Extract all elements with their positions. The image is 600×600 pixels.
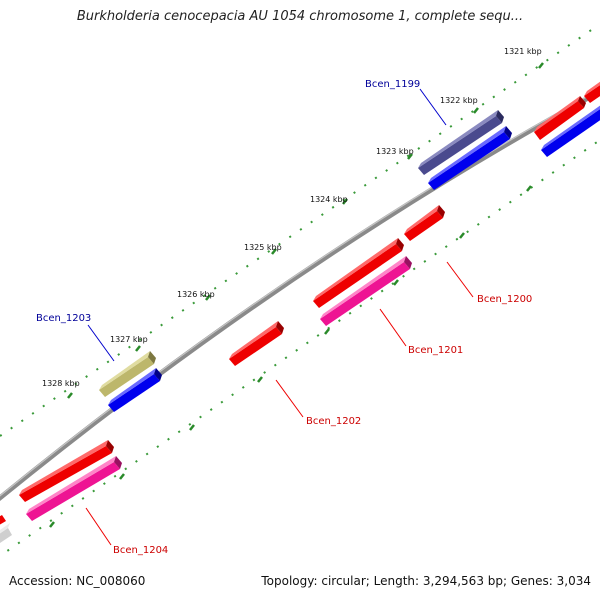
major-tick: [67, 392, 73, 399]
leader-line-bcen-1201: [379, 308, 407, 347]
gene-feature-red[interactable]: [584, 76, 600, 103]
scale-label-1326: 1326 kbp: [177, 290, 215, 299]
leader-line-bcen-1202: [275, 379, 304, 418]
gene-feature-blue[interactable]: [428, 126, 512, 190]
major-tick: [473, 107, 479, 114]
accession-text: Accession: NC_008060: [9, 574, 146, 588]
major-tick: [119, 473, 125, 480]
major-tick: [49, 521, 55, 528]
major-tick: [538, 62, 544, 69]
gene-feature-bcen-1202[interactable]: [229, 321, 284, 366]
scale-label-1325: 1325 kbp: [244, 243, 282, 252]
gene-feature-bcen-1199[interactable]: [418, 110, 504, 175]
major-tick: [324, 328, 330, 335]
genome-summary-text: Topology: circular; Length: 3,294,563 bp…: [261, 574, 591, 588]
genome-backbone: [0, 88, 600, 502]
gene-label-bcen-1200[interactable]: Bcen_1200: [477, 294, 532, 305]
gene-feature-bcen-1204[interactable]: [26, 456, 122, 521]
gene-label-bcen-1203[interactable]: Bcen_1203: [36, 313, 91, 324]
scale-label-1323: 1323 kbp: [376, 147, 414, 156]
major-tick: [393, 279, 399, 286]
scale-label-1321: 1321 kbp: [504, 47, 542, 56]
gene-feature-gray[interactable]: [0, 523, 12, 547]
gene-label-bcen-1201[interactable]: Bcen_1201: [408, 345, 463, 356]
gene-feature-red[interactable]: [0, 515, 6, 528]
inner-tick-track: [0, 139, 600, 557]
leader-line-bcen-1200: [446, 261, 474, 298]
major-tick: [342, 198, 348, 205]
scale-label-1322: 1322 kbp: [440, 96, 478, 105]
major-tick: [407, 153, 413, 160]
major-tick: [205, 294, 211, 301]
gene-feature-blue[interactable]: [541, 100, 600, 157]
gene-feature-red[interactable]: [19, 440, 114, 502]
major-tick: [135, 345, 141, 352]
gene-feature-blue[interactable]: [108, 368, 162, 412]
leader-line-bcen-1203: [87, 324, 115, 362]
outer-major-ticks: [67, 62, 544, 399]
inner-major-ticks: [49, 185, 532, 528]
leader-line-bcen-1204: [85, 507, 112, 546]
gene-feature-bcen-1200[interactable]: [404, 205, 445, 241]
outer-tick-track: [0, 23, 600, 437]
scale-label-1324: 1324 kbp: [310, 195, 348, 204]
gene-feature-bcen-1203[interactable]: [99, 351, 156, 397]
major-tick: [257, 376, 263, 383]
gene-label-bcen-1204[interactable]: Bcen_1204: [113, 545, 168, 556]
major-tick: [189, 424, 195, 431]
gene-feature-red[interactable]: [534, 96, 586, 140]
gene-feature-bcen-1201[interactable]: [320, 256, 412, 326]
scale-label-1328: 1328 kbp: [42, 379, 80, 388]
major-tick: [271, 248, 277, 255]
major-tick: [526, 185, 532, 192]
gene-label-bcen-1199[interactable]: Bcen_1199: [365, 79, 420, 90]
major-tick: [459, 232, 465, 239]
map-title: Burkholderia cenocepacia AU 1054 chromos…: [76, 9, 524, 24]
scale-label-1327: 1327 kbp: [110, 335, 148, 344]
gene-feature-red[interactable]: [313, 238, 404, 308]
genome-backbone-highlight: [0, 88, 600, 497]
leader-line-bcen-1199: [419, 88, 447, 126]
gene-label-bcen-1202[interactable]: Bcen_1202: [306, 416, 361, 427]
